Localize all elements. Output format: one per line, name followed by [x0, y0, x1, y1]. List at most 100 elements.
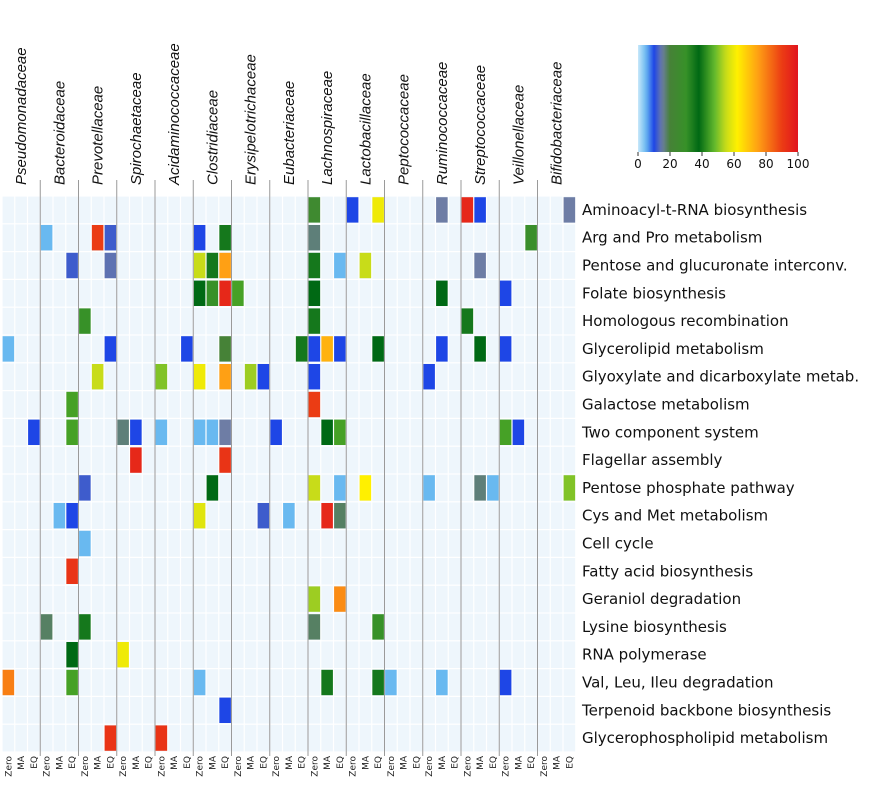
empty-cell [397, 558, 410, 585]
empty-cell [308, 530, 321, 557]
condition-label: Zero [387, 756, 397, 777]
empty-cell [2, 307, 15, 335]
empty-cell [563, 724, 576, 752]
empty-cell [28, 558, 40, 585]
heatmap-cell [181, 336, 193, 362]
empty-cell [283, 280, 295, 307]
condition-label: MA [553, 755, 563, 770]
legend-tick-label: 40 [694, 157, 709, 171]
empty-cell [270, 335, 282, 363]
empty-cell [563, 585, 576, 613]
empty-cell [130, 724, 142, 752]
heatmap-cell [219, 364, 231, 390]
empty-cell [295, 446, 308, 474]
heatmap-cell [283, 503, 295, 529]
empty-cell [104, 307, 117, 335]
condition-label: MA [170, 755, 180, 770]
empty-cell [385, 196, 397, 224]
empty-cell [474, 224, 486, 251]
empty-cell [232, 252, 244, 279]
empty-cell [219, 307, 231, 335]
empty-cell [359, 391, 372, 418]
empty-cell [448, 558, 461, 585]
heatmap-cell [308, 225, 321, 251]
empty-cell [423, 613, 435, 641]
empty-cell [283, 669, 295, 696]
empty-cell [410, 724, 423, 752]
empty-cell [206, 307, 219, 335]
condition-label: EQ [259, 756, 269, 769]
empty-cell [538, 724, 550, 752]
empty-cell [308, 669, 321, 696]
empty-cell [168, 307, 180, 335]
heatmap-cell [40, 614, 53, 640]
empty-cell [40, 530, 53, 557]
empty-cell [130, 307, 142, 335]
empty-cell [436, 363, 448, 390]
empty-cell [308, 419, 321, 446]
empty-cell [397, 391, 410, 418]
empty-cell [308, 641, 321, 668]
empty-cell [244, 585, 257, 613]
empty-cell [181, 613, 193, 641]
empty-cell [321, 391, 333, 418]
heatmap-cell [66, 252, 78, 279]
empty-cell [117, 307, 129, 335]
empty-cell [487, 502, 499, 529]
empty-cell [15, 252, 27, 279]
family-label: Lactobacillaceae [357, 73, 374, 185]
empty-cell [346, 280, 359, 307]
empty-cell [168, 724, 180, 752]
empty-cell [193, 697, 206, 724]
heatmap-cell [308, 197, 321, 223]
empty-cell [130, 641, 142, 668]
empty-cell [550, 697, 563, 724]
empty-cell [397, 502, 410, 529]
empty-cell [550, 196, 563, 224]
empty-cell [244, 641, 257, 668]
empty-cell [40, 724, 53, 752]
empty-cell [181, 252, 193, 279]
empty-cell [91, 335, 104, 363]
empty-cell [295, 224, 308, 251]
empty-cell [321, 530, 333, 557]
empty-cell [181, 558, 193, 585]
empty-cell [168, 641, 180, 668]
empty-cell [321, 558, 333, 585]
empty-cell [15, 530, 27, 557]
empty-cell [563, 558, 576, 585]
condition-label: EQ [298, 756, 308, 769]
empty-cell [206, 530, 219, 557]
empty-cell [130, 363, 142, 390]
empty-cell [461, 558, 474, 585]
empty-cell [448, 252, 461, 279]
empty-cell [295, 613, 308, 641]
empty-cell [181, 419, 193, 446]
empty-cell [436, 724, 448, 752]
empty-cell [295, 307, 308, 335]
empty-cell [334, 613, 346, 641]
heatmap-cell [66, 642, 78, 668]
heatmap-cell [270, 419, 282, 445]
empty-cell [563, 335, 576, 363]
heatmap-cell [525, 225, 537, 251]
empty-cell [91, 669, 104, 696]
empty-cell [499, 530, 512, 557]
empty-cell [334, 724, 346, 752]
empty-cell [410, 669, 423, 696]
empty-cell [219, 391, 231, 418]
empty-cell [28, 641, 40, 668]
empty-cell [385, 252, 397, 279]
empty-cell [321, 280, 333, 307]
empty-cell [219, 669, 231, 696]
heatmap-cell [321, 503, 333, 529]
empty-cell [385, 335, 397, 363]
empty-cell [359, 613, 372, 641]
empty-cell [2, 252, 15, 279]
empty-cell [525, 446, 537, 474]
empty-cell [372, 252, 384, 279]
family-label: Erysipelotrichaceae [243, 54, 260, 185]
empty-cell [283, 419, 295, 446]
empty-cell [487, 585, 499, 613]
empty-cell [499, 502, 512, 529]
